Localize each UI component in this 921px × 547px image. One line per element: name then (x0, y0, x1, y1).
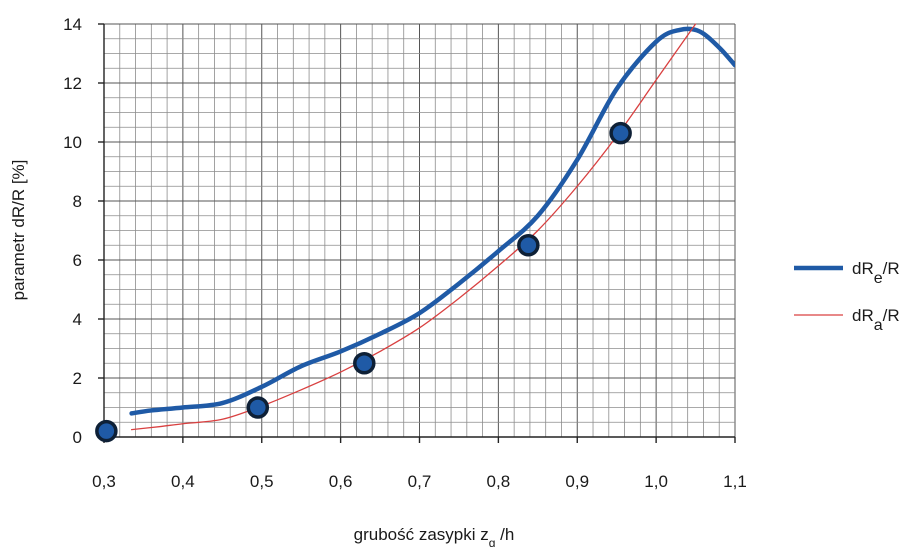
x-tick-label: 0,5 (250, 472, 274, 491)
series-layer (129, 23, 735, 431)
y-tick-label: 10 (63, 133, 82, 152)
y-axis-title: parametr dR/R [%] (9, 160, 28, 301)
grid (103, 23, 736, 438)
data-point-marker (353, 352, 376, 375)
y-tick-label: 8 (73, 192, 82, 211)
y-tick-label: 14 (63, 15, 82, 34)
y-tick-label: 0 (73, 428, 82, 447)
legend-label-dre-tail: /R (883, 259, 900, 278)
x-tick-label: 0,7 (408, 472, 432, 491)
x-axis-title-main: grubość zasypki z (354, 525, 489, 544)
x-axis-title: grubość zasypki zg /h (354, 525, 515, 547)
x-tick-label: 1,0 (644, 472, 668, 491)
series-line-dra (130, 23, 697, 431)
axes (98, 23, 736, 443)
y-tick-label: 6 (73, 251, 82, 270)
data-point-marker (517, 234, 540, 257)
y-tick-label: 2 (73, 369, 82, 388)
data-point-marker (95, 419, 118, 443)
legend-item-dre: dRe/R (794, 259, 900, 287)
tick-labels: 0,3 0,4 0,5 0,6 0,7 0,8 0,9 1,0 1,1 0 2 4 6 8 10 12 14 (63, 15, 747, 491)
legend: dRe/R dRa/R (794, 259, 900, 334)
legend-label-dra: dRa/R (852, 306, 900, 334)
y-tick-label: 12 (63, 74, 82, 93)
series-line-dre (129, 26, 735, 416)
data-point-marker (246, 396, 270, 419)
x-tick-label: 0,6 (329, 472, 353, 491)
legend-label-dre-main: dR (852, 259, 874, 278)
legend-label-dre-sub: e (874, 270, 883, 287)
x-axis-title-suffix: /h (495, 525, 514, 544)
x-axis-title-sub: g (489, 536, 496, 547)
y-tick-label: 4 (73, 310, 82, 329)
x-tick-label: 0,4 (171, 472, 195, 491)
x-tick-label: 0,3 (92, 472, 116, 491)
x-tick-label: 1,1 (723, 472, 747, 491)
x-tick-label: 0,8 (487, 472, 511, 491)
legend-label-dra-tail: /R (883, 306, 900, 325)
legend-label-dra-sub: a (874, 317, 883, 334)
legend-label-dra-main: dR (852, 306, 874, 325)
legend-item-dra: dRa/R (794, 306, 900, 334)
data-point-marker (609, 121, 632, 145)
legend-label-dre: dRe/R (852, 259, 900, 287)
x-tick-label: 0,9 (565, 472, 589, 491)
marker-layer (95, 121, 632, 443)
